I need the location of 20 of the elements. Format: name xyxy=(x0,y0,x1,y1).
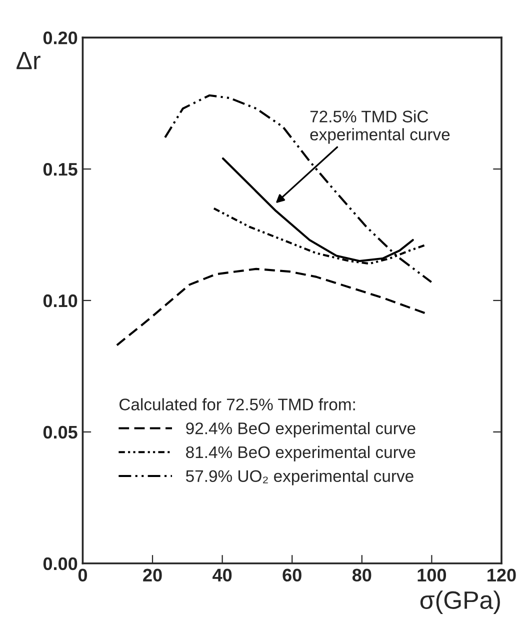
x-tick-label: 80 xyxy=(352,568,372,582)
x-tick-label: 40 xyxy=(212,568,232,582)
annotation: 72.5% TMD SiC experimental curve xyxy=(310,110,450,144)
x-tick-label: 120 xyxy=(488,568,516,582)
x-tick-label: 20 xyxy=(143,568,162,582)
x-tick-label: 100 xyxy=(418,568,446,582)
x-tick-label: 0 xyxy=(78,568,87,582)
x-tick-label: 60 xyxy=(282,568,302,582)
line-series xyxy=(116,268,428,346)
legend-label: 81.4% BeO experimental curve xyxy=(186,446,416,462)
y-tick-label: 0.00 xyxy=(43,557,78,570)
y-tick-label: 0.05 xyxy=(43,426,78,439)
legend-title: Calculated for 72.5% TMD from: xyxy=(120,398,355,410)
legend-label: 92.4% BeO experimental curve xyxy=(186,422,416,438)
legend-label: 57.9% UO₂ experimental curve xyxy=(186,470,414,486)
y-tick-label: 0.15 xyxy=(43,162,78,176)
y-tick-label: 0.20 xyxy=(43,31,78,44)
y-axis-title: Δr xyxy=(16,52,40,70)
x-axis-title: σ(GPa) xyxy=(420,590,500,614)
y-tick-label: 0.10 xyxy=(43,294,78,308)
